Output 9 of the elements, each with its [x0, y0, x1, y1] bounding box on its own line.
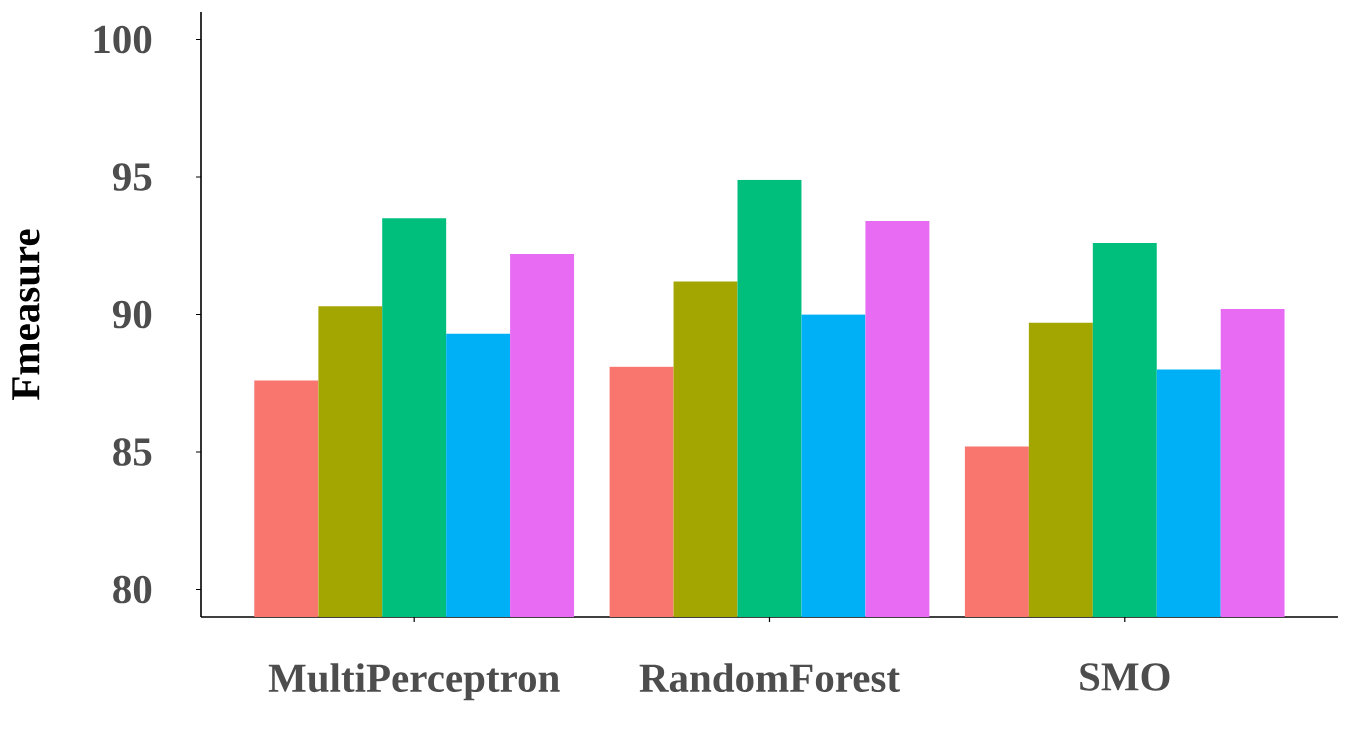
y-axis-title: Fmeasure [12, 229, 40, 400]
y-tick-label: 80 [113, 575, 152, 604]
y-tick-label: 90 [112, 300, 152, 329]
y-tick-label: 100 [94, 25, 152, 54]
x-tick-label: SMO [1080, 663, 1170, 691]
y-tick-label: 95 [112, 163, 152, 191]
x-tick-label: MultiPerceptron [268, 663, 560, 701]
y-tick-label: 85 [113, 438, 152, 466]
x-tick-label: RandomForest [639, 663, 900, 693]
